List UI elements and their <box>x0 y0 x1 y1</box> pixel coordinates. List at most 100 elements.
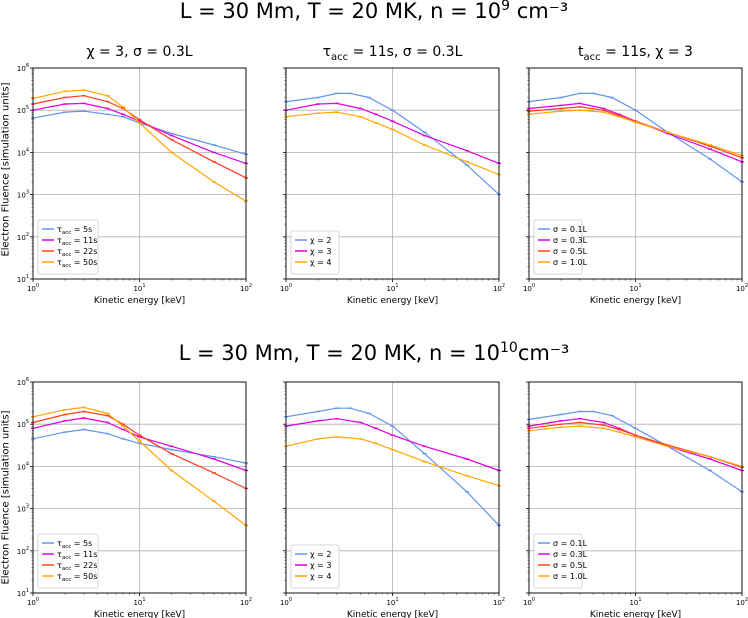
column-title-3-sub: acc <box>583 51 601 63</box>
x-tick-label-text: 101 <box>629 283 641 293</box>
y-tick-label: 104 <box>17 461 29 471</box>
legend-box <box>290 544 340 589</box>
x-tick-label: 102 <box>493 283 505 293</box>
y-tick-label: 102 <box>17 232 29 242</box>
x-tick-label: 101 <box>629 597 641 607</box>
y-tick-label: 103 <box>17 504 29 514</box>
row-title-2-exp: 10 <box>500 340 518 356</box>
x-axis-label: Kinetic energy [keV] <box>94 610 185 618</box>
row-title-1-text: L = 30 Mm, T = 20 MK, n = 10 <box>179 0 502 23</box>
panel-frame <box>528 381 743 594</box>
x-tick-label-text: 102 <box>240 597 252 607</box>
legend-label: σ = 0.1L <box>553 539 588 548</box>
legend-label: τacc = 50s <box>57 572 97 583</box>
panel-r2c2: 100 101 102 χ = 2 χ = 3 χ = 4 Kinetic energy [… <box>280 381 505 618</box>
series-1 <box>284 92 501 196</box>
column-title-3-rest: = 11s, χ = 3 <box>600 44 693 60</box>
y-tick-label-text: 101 <box>17 588 29 598</box>
legend-label: τacc = 11s <box>57 550 97 561</box>
x-tick-label-text: 102 <box>493 283 505 293</box>
legend-label: σ = 0.3L <box>553 550 588 559</box>
y-tick-label-text: 104 <box>17 461 29 471</box>
x-tick-label: 100 <box>27 597 39 607</box>
y-tick-label-text: 101 <box>17 274 29 284</box>
legend-box <box>37 533 99 589</box>
legend-label: τacc = 22s <box>57 561 97 572</box>
row-title-1-unit: cm⁻³ <box>510 0 569 23</box>
column-title-1: χ = 3, σ = 0.3L <box>33 44 246 60</box>
y-tick-label: 106 <box>17 377 29 387</box>
legend-label: σ = 1.0L <box>553 258 588 267</box>
y-tick-label-text: 106 <box>17 63 29 73</box>
x-tick-label: 102 <box>493 597 505 607</box>
x-tick-label: 101 <box>133 597 145 607</box>
legend-label: σ = 1.0L <box>553 572 588 581</box>
x-tick-label-text: 101 <box>386 597 398 607</box>
x-tick-label-text: 101 <box>133 283 145 293</box>
y-tick-label: 104 <box>17 147 29 157</box>
legend-box <box>533 533 583 589</box>
column-title-2-main: τ <box>322 44 332 60</box>
y-tick-label-text: 103 <box>17 190 29 200</box>
x-tick-label: 102 <box>240 283 252 293</box>
series-3 <box>31 410 248 490</box>
column-title-1-text: χ = 3, σ = 0.3L <box>86 44 193 60</box>
y-tick-label: 105 <box>17 105 29 115</box>
legend-box <box>533 219 583 275</box>
x-axis-label: Kinetic energy [keV] <box>590 296 681 306</box>
y-tick-label-text: 102 <box>17 232 29 242</box>
x-tick-label-text: 102 <box>736 283 748 293</box>
y-tick-label-text: 106 <box>17 377 29 387</box>
x-axis-label: Kinetic energy [keV] <box>347 296 438 306</box>
legend-label: σ = 0.3L <box>553 236 588 245</box>
x-tick-label: 100 <box>523 597 535 607</box>
row-title-2: L = 30 Mm, T = 20 MK, n = 1010cm⁻³ <box>0 340 748 365</box>
x-axis-label: Kinetic energy [keV] <box>347 610 438 618</box>
legend-label: τacc = 50s <box>57 258 97 269</box>
x-tick-label-text: 101 <box>386 283 398 293</box>
y-tick-label: 101 <box>17 274 29 284</box>
x-axis-label: Kinetic energy [keV] <box>94 296 185 306</box>
x-tick-label-text: 102 <box>736 597 748 607</box>
y-tick-label: 101 <box>17 588 29 598</box>
x-tick-label: 100 <box>523 283 535 293</box>
x-axis-label: Kinetic energy [keV] <box>590 610 681 618</box>
x-tick-label-text: 100 <box>523 597 535 607</box>
row-title-1-exp: 9 <box>501 0 511 14</box>
x-tick-label: 100 <box>27 283 39 293</box>
legend-label: χ = 2 <box>310 550 332 559</box>
x-tick-label-text: 100 <box>27 597 39 607</box>
column-title-3: tacc = 11s, χ = 3 <box>529 44 742 63</box>
x-tick-label-text: 100 <box>280 597 292 607</box>
column-title-3-main: t <box>578 44 584 60</box>
legend-label: τacc = 22s <box>57 247 97 258</box>
y-tick-label: 103 <box>17 190 29 200</box>
x-tick-label-text: 100 <box>523 283 535 293</box>
y-tick-label: 106 <box>17 63 29 73</box>
y-tick-label-text: 104 <box>17 147 29 157</box>
x-tick-label: 102 <box>240 597 252 607</box>
row-title-2-text: L = 30 Mm, T = 20 MK, n = 10 <box>178 341 500 365</box>
x-tick-label-text: 102 <box>493 597 505 607</box>
legend-label: τacc = 5s <box>57 539 92 550</box>
series-4 <box>31 406 248 527</box>
row-title-2-unit: cm⁻³ <box>517 341 570 365</box>
y-tick-label: 105 <box>17 419 29 429</box>
legend-label: χ = 3 <box>310 247 332 256</box>
legend-label: τacc = 5s <box>57 225 92 236</box>
y-tick-label-text: 105 <box>17 105 29 115</box>
series-1 <box>527 410 744 493</box>
legend-label: σ = 0.1L <box>553 225 588 234</box>
series-3 <box>31 95 248 179</box>
x-tick-label: 101 <box>133 283 145 293</box>
panel-r1c2: 100 101 102 χ = 2 χ = 3 χ = 4 Kinetic energy [… <box>280 67 505 306</box>
panel-r1c3: 100 101 102 σ = 0.1L σ = 0.3L σ = 0.5L σ = 1.0… <box>523 67 748 306</box>
series-3 <box>527 106 744 159</box>
legend-box <box>290 230 340 275</box>
legend-label: σ = 0.5L <box>553 561 588 570</box>
legend-label: σ = 0.5L <box>553 247 588 256</box>
legend-label: χ = 2 <box>310 236 332 245</box>
